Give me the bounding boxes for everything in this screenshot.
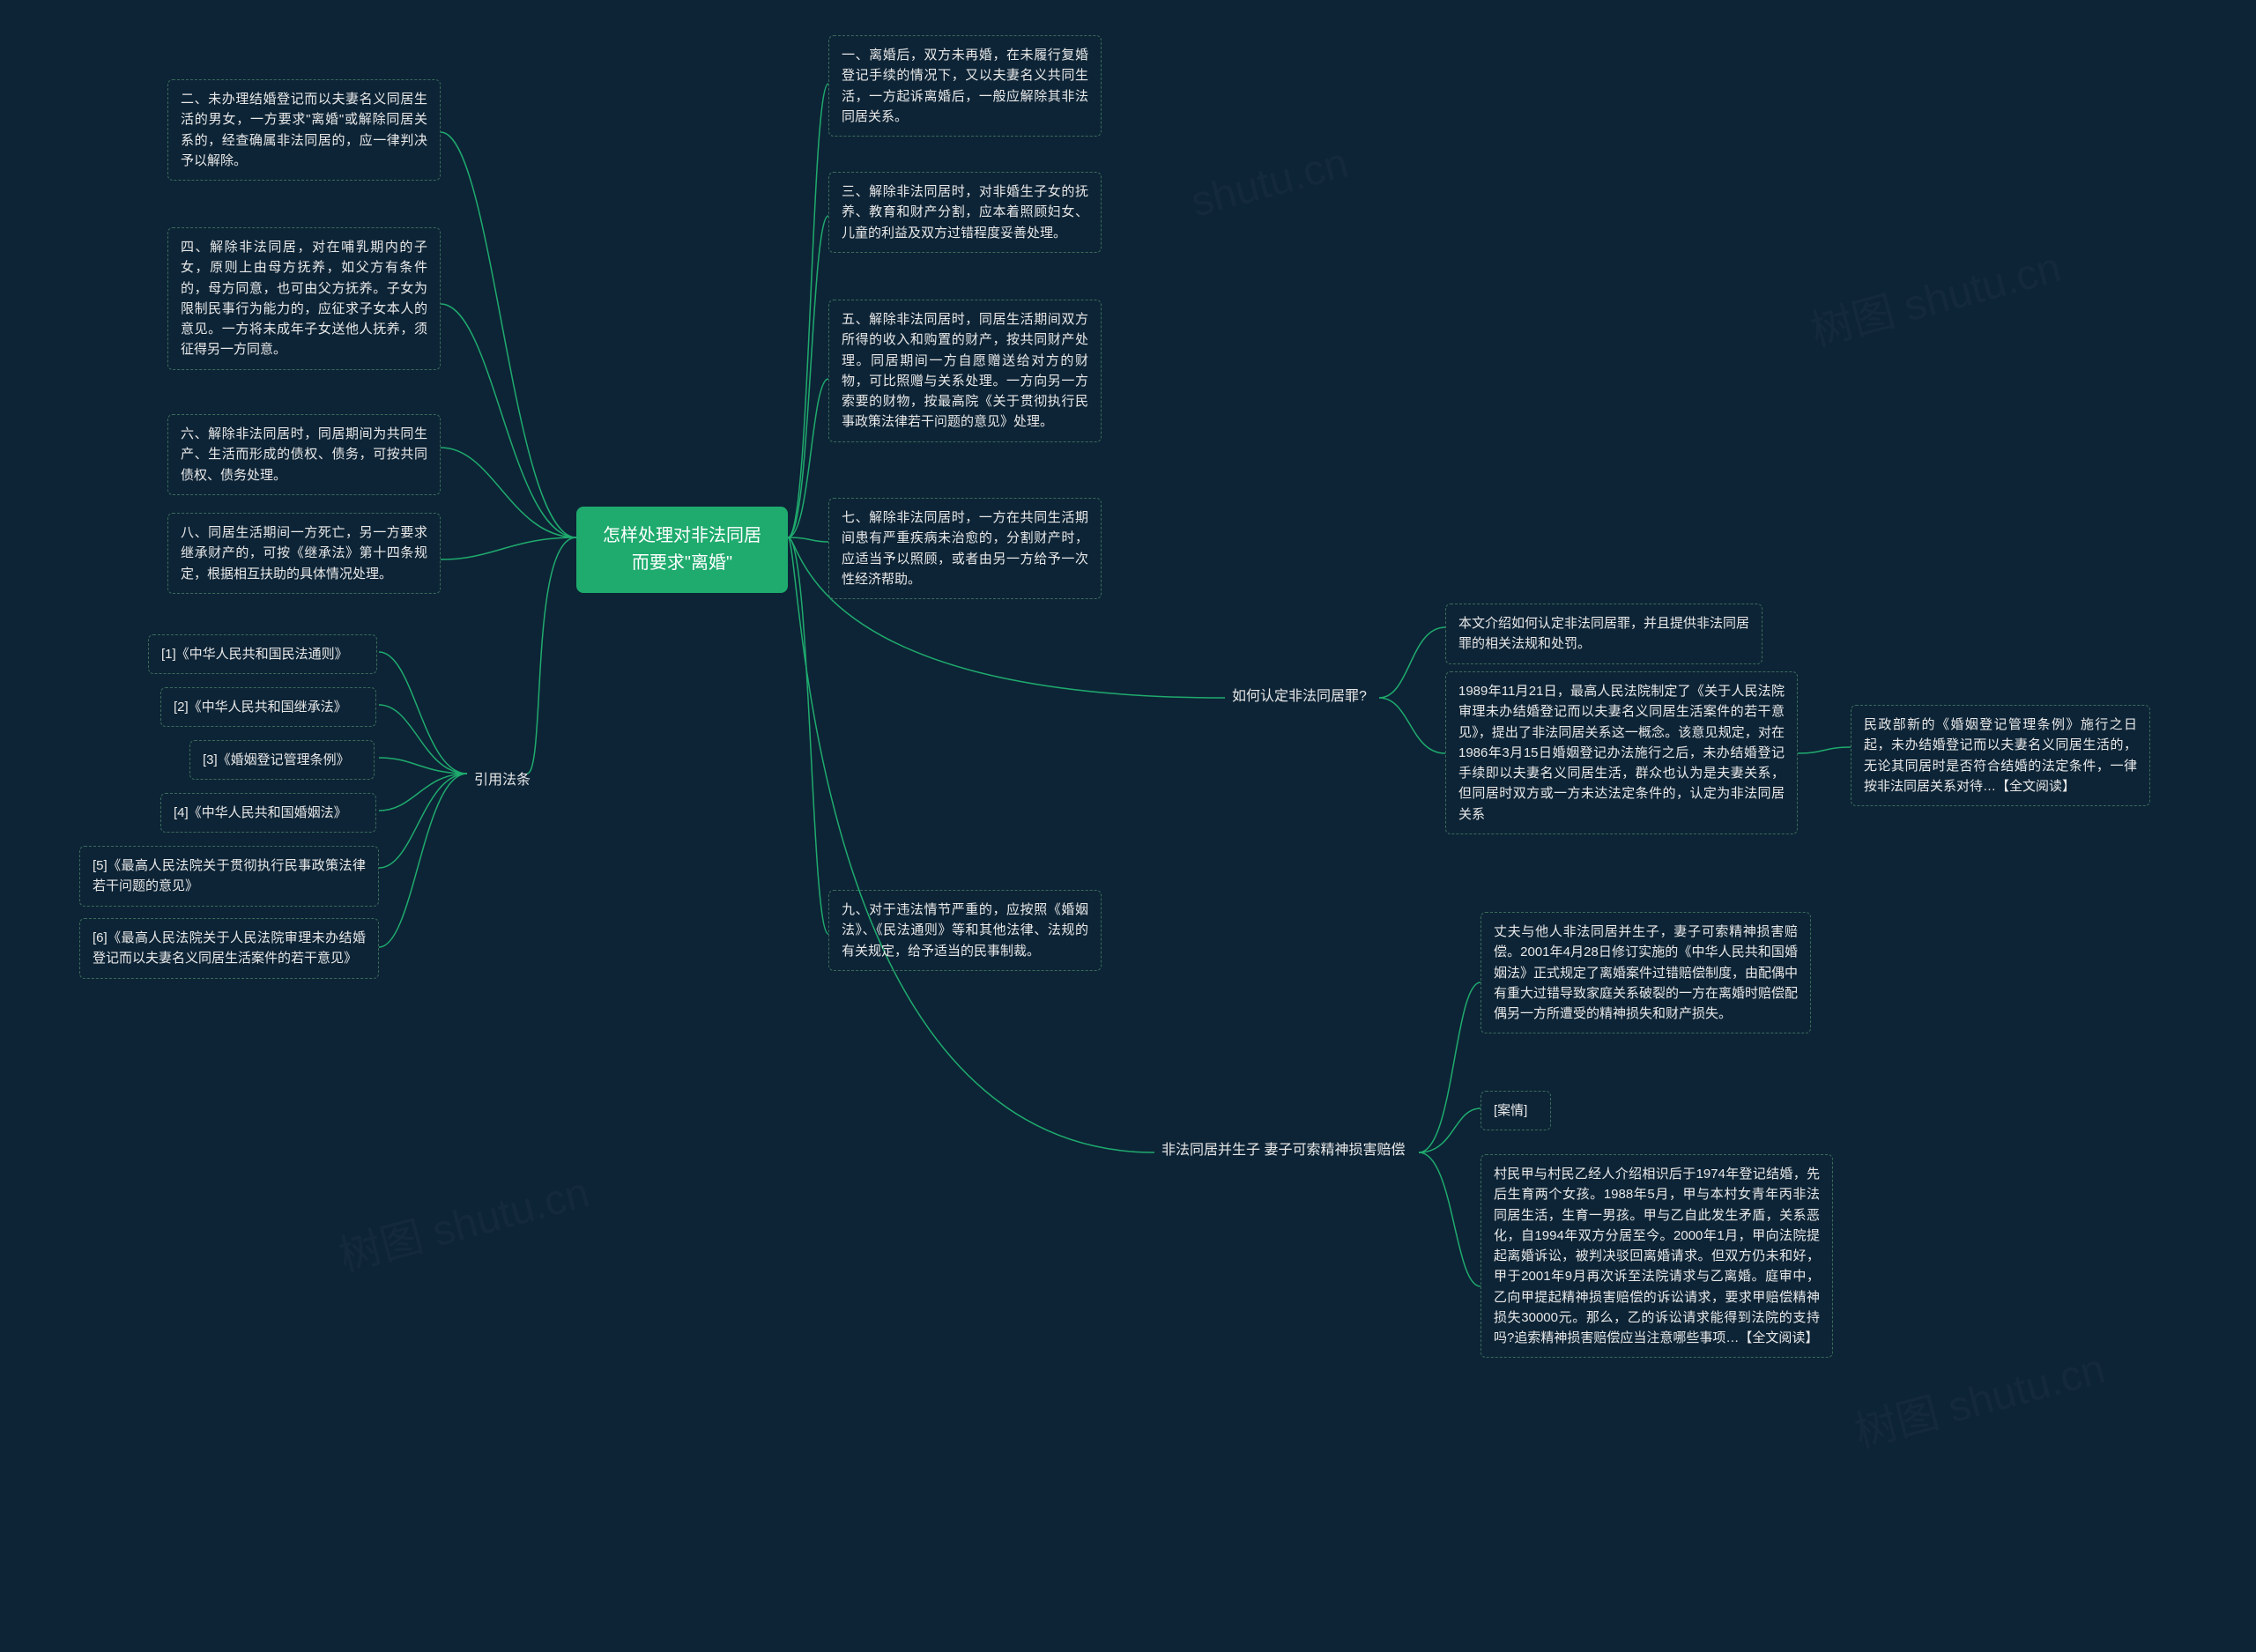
connector [788, 379, 828, 537]
sub-label-0: 如何认定非法同居罪? [1225, 683, 1379, 712]
sub-label-1: 非法同居并生子 妻子可索精神损害赔偿 [1154, 1137, 1419, 1166]
right-item-3: 七、解除非法同居时，一方在共同生活期间患有严重疾病未治愈的，分割财产时，应适当予… [828, 498, 1102, 599]
ref-item-1: [2]《中华人民共和国继承法》 [160, 687, 376, 727]
connector [1419, 1108, 1480, 1152]
connector [788, 84, 828, 537]
connector [379, 758, 467, 774]
connector [379, 774, 467, 868]
connector [1379, 627, 1445, 698]
connector [441, 537, 576, 559]
left-item-0: 二、未办理结婚登记而以夫妻名义同居生活的男女，一方要求"离婚"或解除同居关系的，… [167, 79, 441, 181]
sub-node-0: 本文介绍如何认定非法同居罪，并且提供非法同居罪的相关法规和处罚。 [1445, 604, 1762, 664]
root-node: 怎样处理对非法同居而要求"离婚" [576, 507, 788, 593]
watermark: 树图 shutu.cn [1847, 1334, 2111, 1460]
connector [788, 537, 828, 934]
connector [788, 537, 828, 542]
connector [379, 652, 467, 774]
sub-node-5: 村民甲与村民乙经人介绍相识后于1974年登记结婚，先后生育两个女孩。1988年5… [1480, 1154, 1833, 1358]
watermark: 树图 shutu.cn [331, 1158, 595, 1284]
connector [379, 705, 467, 774]
sub-node-3: 丈夫与他人非法同居并生子，妻子可索精神损害赔偿。2001年4月28日修订实施的《… [1480, 912, 1811, 1033]
connector [1379, 698, 1445, 753]
watermark: shutu.cn [1186, 138, 1354, 226]
left-item-2: 六、解除非法同居时，同居期间为共同生产、生活而形成的债权、债务，可按共同债权、债… [167, 414, 441, 495]
connector [527, 537, 576, 774]
ref-item-5: [6]《最高人民法院关于人民法院审理未办结婚登记而以夫妻名义同居生活案件的若干意… [79, 918, 379, 979]
right-item-2: 五、解除非法同居时，同居生活期间双方所得的收入和购置的财产，按共同财产处理。同居… [828, 300, 1102, 442]
connector [788, 537, 1154, 1152]
right-item-4: 九、对于违法情节严重的，应按照《婚姻法》、《民法通则》等和其他法律、法规的有关规… [828, 890, 1102, 971]
connector [441, 132, 576, 537]
left-item-3: 八、同居生活期间一方死亡，另一方要求继承财产的，可按《继承法》第十四条规定，根据… [167, 513, 441, 594]
right-item-1: 三、解除非法同居时，对非婚生子女的抚养、教育和财产分割，应本着照顾妇女、儿童的利… [828, 172, 1102, 253]
connector [441, 448, 576, 537]
ref-item-4: [5]《最高人民法院关于贯彻执行民事政策法律若干问题的意见》 [79, 846, 379, 907]
watermark: 树图 shutu.cn [1803, 233, 2067, 359]
connector [1419, 1152, 1480, 1286]
ref-item-3: [4]《中华人民共和国婚姻法》 [160, 793, 376, 833]
ref-item-0: [1]《中华人民共和国民法通则》 [148, 634, 377, 674]
left-item-1: 四、解除非法同居，对在哺乳期内的子女，原则上由母方抚养，如父方有条件的，母方同意… [167, 227, 441, 370]
connector [379, 774, 467, 947]
right-item-0: 一、离婚后，双方未再婚，在未履行复婚登记手续的情况下，又以夫妻名义共同生活，一方… [828, 35, 1102, 137]
sub-node-2: 民政部新的《婚姻登记管理条例》施行之日起，未办结婚登记而以夫妻名义同居生活的，无… [1851, 705, 2150, 806]
sub-node-1: 1989年11月21日，最高人民法院制定了《关于人民法院审理未办结婚登记而以夫妻… [1445, 671, 1798, 834]
sub-node-4: [案情] [1480, 1091, 1551, 1130]
refs-label: 引用法条 [467, 767, 538, 796]
connector [1798, 747, 1851, 753]
connector [788, 216, 828, 537]
connector [379, 774, 467, 811]
ref-item-2: [3]《婚姻登记管理条例》 [189, 740, 375, 780]
connector [1419, 982, 1480, 1152]
connector [441, 304, 576, 537]
